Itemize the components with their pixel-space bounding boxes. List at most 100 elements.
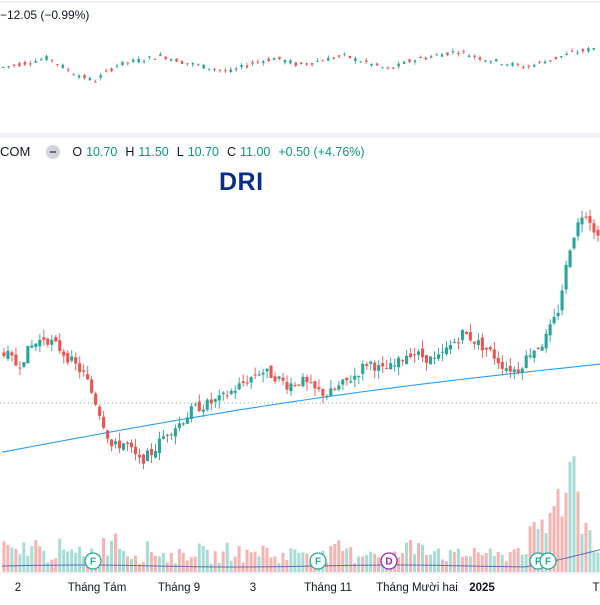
event-marker-label: F xyxy=(545,557,551,568)
top-candle-body xyxy=(50,59,54,61)
candle-body xyxy=(273,376,277,382)
top-candle-body xyxy=(484,60,487,62)
volume-bar xyxy=(516,547,520,572)
candle-body xyxy=(353,375,357,380)
candle-body xyxy=(480,337,484,351)
candle-body xyxy=(337,385,341,390)
candle-body xyxy=(229,390,233,394)
close-key: C xyxy=(226,144,237,159)
hide-series-icon[interactable] xyxy=(46,144,61,159)
volume-bar xyxy=(480,555,484,572)
top-candle-body xyxy=(440,54,444,57)
candle-body xyxy=(261,372,265,375)
event-marker-circle xyxy=(309,552,327,570)
top-candle-body xyxy=(560,56,563,58)
symbol-label[interactable]: COM xyxy=(0,144,31,159)
volume-bar xyxy=(460,556,464,572)
x-tick-label: Tháng Mười hai xyxy=(376,582,458,594)
candle-body xyxy=(313,381,317,389)
volume-average-line xyxy=(1,549,600,568)
volume-bar xyxy=(189,557,193,572)
candle-body xyxy=(50,339,54,345)
volume-bar xyxy=(417,543,420,572)
event-marker-circle xyxy=(380,552,398,570)
candle-body xyxy=(90,379,94,393)
volume-bar xyxy=(524,554,528,572)
candle-body xyxy=(157,438,161,454)
volume-bar xyxy=(568,462,572,572)
volume-bar xyxy=(6,544,10,572)
top-candle-body xyxy=(104,70,108,72)
volume-bar xyxy=(444,561,448,572)
top-candle-body xyxy=(267,58,270,62)
top-candle-body xyxy=(413,60,417,63)
top-candle-body xyxy=(245,65,249,68)
candle-body xyxy=(2,352,6,356)
volume-bar xyxy=(452,551,456,572)
volume-bar xyxy=(464,555,468,572)
top-candle-body xyxy=(478,57,482,60)
candle-body xyxy=(62,351,66,356)
candle-body xyxy=(285,382,289,390)
volume-bar xyxy=(237,546,241,572)
volume-bar xyxy=(249,552,253,572)
top-candle-body xyxy=(229,69,232,73)
volume-bar xyxy=(285,560,289,572)
candle-body xyxy=(333,388,337,390)
volume-bar xyxy=(229,560,233,572)
candle-body xyxy=(217,395,221,401)
event-marker[interactable]: F xyxy=(309,552,327,570)
event-marker[interactable]: F xyxy=(84,552,102,570)
top-candle-body xyxy=(142,61,146,63)
top-candle-body xyxy=(191,63,195,65)
volume-bar xyxy=(596,552,600,572)
candle-body xyxy=(508,365,512,372)
top-candle-body xyxy=(354,58,357,62)
volume-bar xyxy=(14,548,18,572)
candle-body xyxy=(149,448,153,456)
candle-body xyxy=(78,363,82,373)
volume-bar xyxy=(106,555,110,572)
event-marker[interactable]: F xyxy=(539,552,557,570)
candle-body xyxy=(357,376,361,378)
top-candle-body xyxy=(207,68,211,70)
event-marker[interactable]: D xyxy=(380,552,398,570)
candle-body xyxy=(516,369,520,373)
top-candle-body xyxy=(300,62,303,65)
candle-body xyxy=(488,347,492,350)
volume-bar xyxy=(365,554,369,572)
top-candle-body xyxy=(500,64,503,66)
top-candle-body xyxy=(592,47,595,50)
volume-bar xyxy=(62,549,66,572)
volume-bar xyxy=(540,519,544,572)
candle-body xyxy=(94,393,98,405)
candle-body xyxy=(181,423,185,425)
candle-body xyxy=(413,354,417,356)
volume-bar xyxy=(18,554,22,572)
candle-body xyxy=(504,368,508,371)
candle-body xyxy=(169,434,173,436)
candle-body xyxy=(145,450,150,461)
candle-body xyxy=(476,340,480,345)
volume-bar xyxy=(476,552,480,572)
volume-bar xyxy=(114,533,118,572)
volume-bar xyxy=(74,552,78,572)
volume-bar xyxy=(181,552,185,572)
grid-layer xyxy=(0,1,600,574)
volume-bar xyxy=(556,488,560,572)
candle-body xyxy=(532,350,536,359)
candle-body xyxy=(98,406,102,416)
volume-bar xyxy=(149,552,153,572)
candle-body xyxy=(165,434,169,436)
top-candle-body xyxy=(337,55,341,57)
volume-bar xyxy=(369,551,373,572)
candle-body xyxy=(572,237,576,249)
candle-body xyxy=(349,381,353,383)
x-tick-label: 2025 xyxy=(469,582,495,594)
candle-body xyxy=(22,362,26,367)
candle-body xyxy=(269,365,273,378)
volume-bar xyxy=(536,529,540,572)
